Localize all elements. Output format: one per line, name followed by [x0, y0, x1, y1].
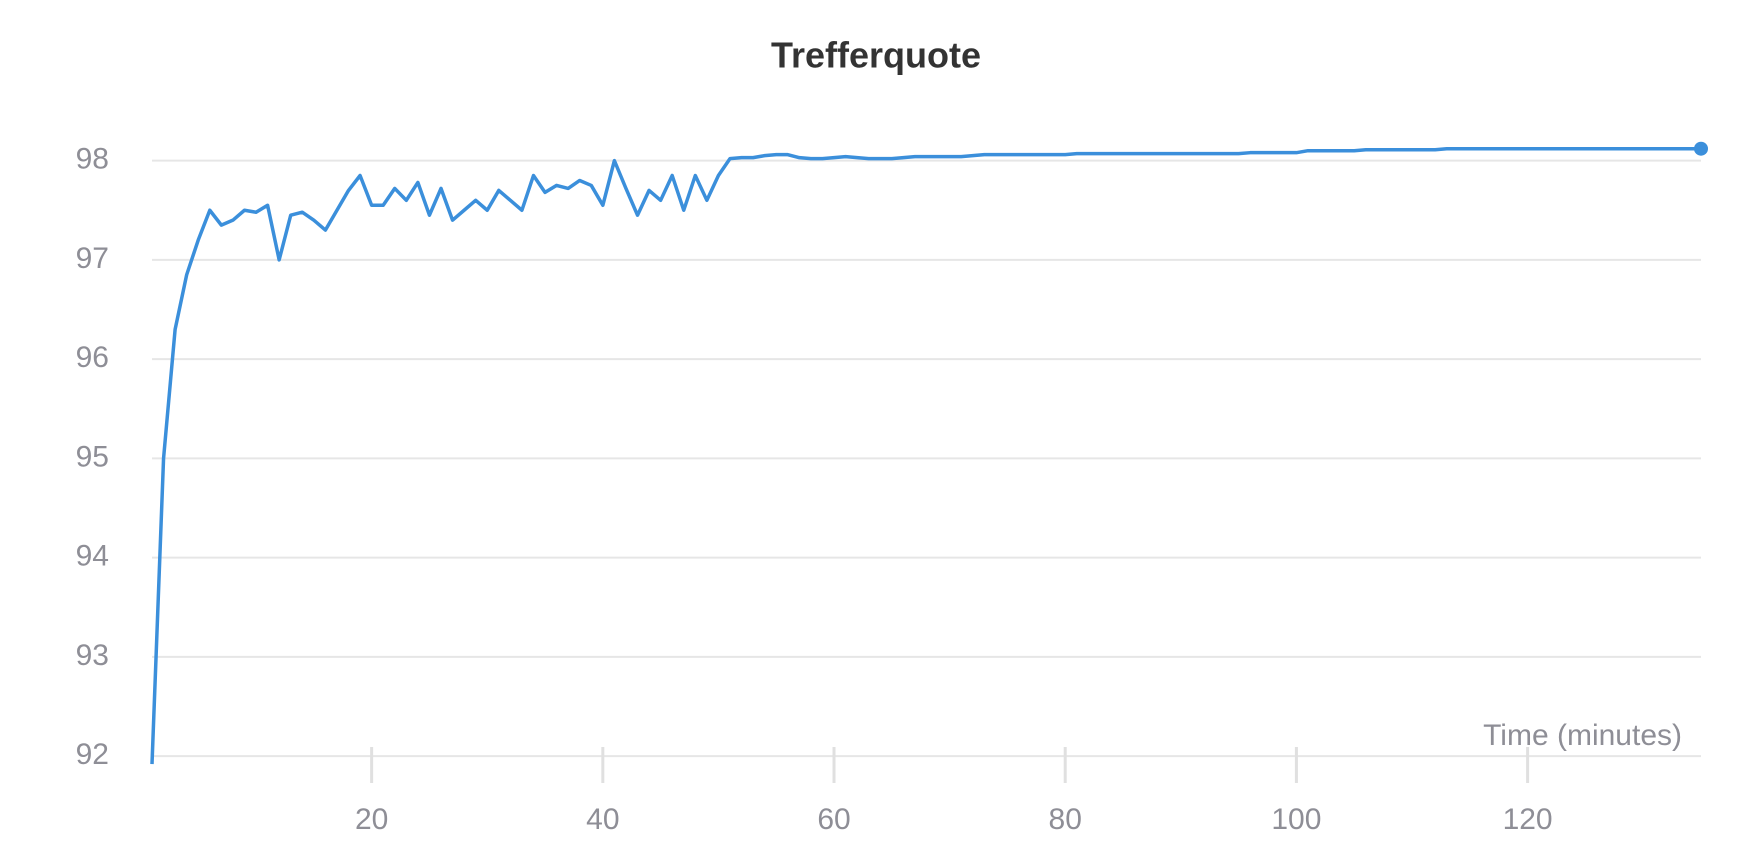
y-tick-label: 95 [76, 440, 109, 473]
x-tick-label: 120 [1503, 803, 1553, 836]
data-line [150, 146, 1701, 765]
x-tick-label: 60 [817, 803, 850, 836]
x-tick-label: 20 [355, 803, 388, 836]
x-tick-label: 40 [586, 803, 619, 836]
y-tick-label: 96 [76, 341, 109, 374]
x-tick-label: 100 [1271, 803, 1321, 836]
chart-title: Trefferquote [771, 35, 981, 76]
end-marker [1694, 141, 1708, 156]
y-tick-label: 97 [76, 242, 109, 275]
x-tick-label: 80 [1049, 803, 1082, 836]
y-tick-label: 98 [76, 143, 109, 176]
x-axis-title: Time (minutes) [1483, 719, 1682, 752]
y-tick-label: 93 [76, 639, 109, 672]
y-tick-label: 92 [76, 738, 109, 771]
y-tick-label: 94 [76, 540, 109, 573]
